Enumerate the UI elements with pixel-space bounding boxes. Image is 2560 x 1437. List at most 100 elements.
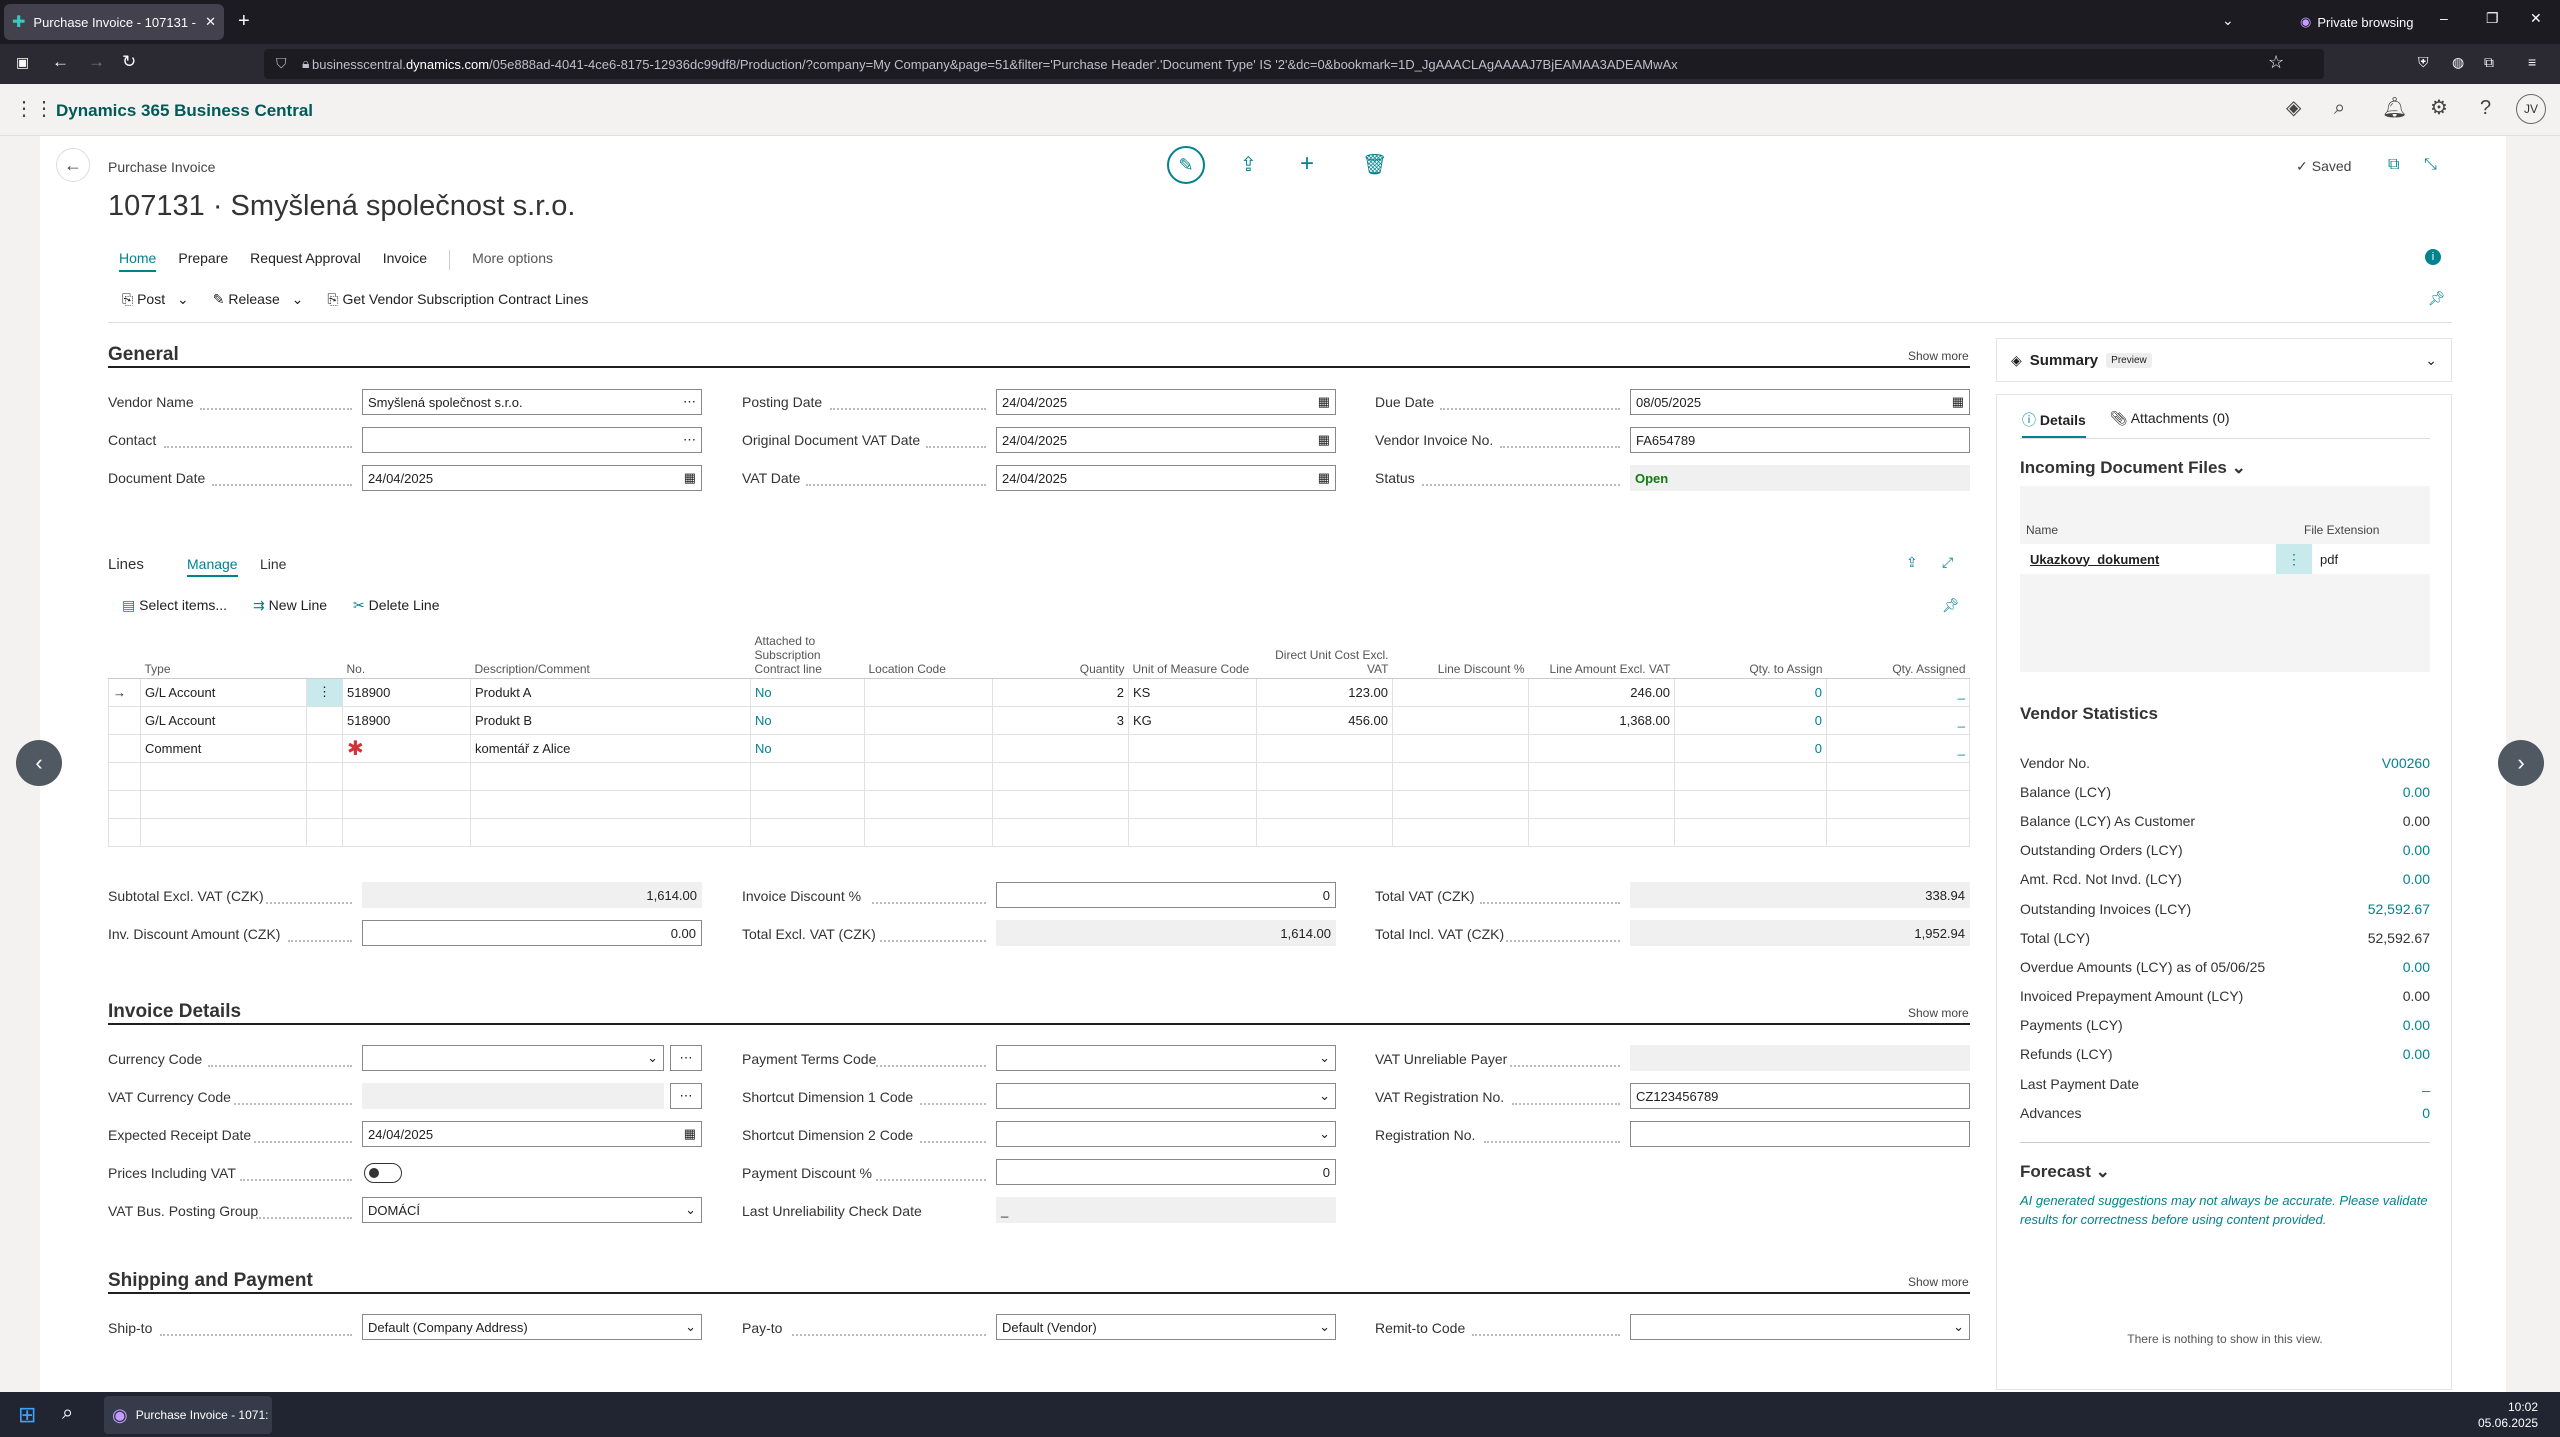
vat-date-field[interactable]: 24/04/2025 ▦ xyxy=(996,465,1336,491)
app-menu-icon[interactable]: ≡ xyxy=(2528,54,2537,70)
col-type[interactable]: Type xyxy=(140,630,307,679)
vat-bus-posting-group-select[interactable]: DOMÁCÍ ⌄ xyxy=(362,1197,702,1223)
col-quantity[interactable]: Quantity xyxy=(992,630,1129,679)
col-line-amount[interactable]: Line Amount Excl. VAT xyxy=(1528,630,1675,679)
cell-no[interactable]: 518900 xyxy=(342,677,471,707)
tab-attachments[interactable]: 📎︎ Attachments (0) xyxy=(2110,410,2230,438)
more-icon[interactable]: ⋯ xyxy=(683,432,696,447)
cell-qty-to-assign[interactable]: 0 xyxy=(1674,677,1827,707)
general-section-title[interactable]: General xyxy=(108,344,179,365)
cell-description[interactable]: komentář z Alice xyxy=(470,733,751,763)
add-icon[interactable]: + xyxy=(1300,150,1315,177)
pin-icon[interactable]: 📌︎ xyxy=(2428,290,2446,306)
row-menu-icon[interactable]: ⋮ xyxy=(2276,544,2312,574)
chevron-down-icon[interactable]: ⌄ xyxy=(177,291,189,307)
invoice-details-show-more[interactable]: Show more xyxy=(1908,1006,1969,1020)
col-attached[interactable]: Attached to Subscription Contract line xyxy=(750,630,865,679)
windows-start-icon[interactable]: ⊞ xyxy=(18,1402,37,1427)
calendar-icon[interactable]: ▦ xyxy=(1317,470,1330,485)
col-location[interactable]: Location Code xyxy=(864,630,993,679)
empty-row[interactable] xyxy=(108,789,1970,819)
cell-qty-to-assign[interactable]: 0 xyxy=(1674,705,1827,735)
cell-quantity[interactable]: 2 xyxy=(992,677,1129,707)
invoice-discount-pct-field[interactable]: 0 xyxy=(996,882,1336,908)
empty-row[interactable] xyxy=(108,817,1970,847)
release-button[interactable]: ✎ Release ⌄ xyxy=(213,291,304,308)
forecast-title[interactable]: Forecast ⌄ xyxy=(2020,1162,2110,1182)
account-icon[interactable]: ◍ xyxy=(2452,54,2465,70)
post-button[interactable]: ⎘ Post ⌄ xyxy=(122,291,189,308)
cell-qty-assigned[interactable]: _ xyxy=(1826,677,1970,707)
browser-tab[interactable]: ✚ Purchase Invoice - 107131 - Smy ✕ xyxy=(4,4,224,40)
cell-unit-cost[interactable]: 123.00 xyxy=(1256,677,1393,707)
shipping-section-title[interactable]: Shipping and Payment xyxy=(108,1270,313,1291)
lines-expand-icon[interactable]: ⤢ xyxy=(1942,554,1954,570)
stat-value[interactable]: 0.00 xyxy=(2402,842,2430,859)
cell-qty-to-assign[interactable]: 0 xyxy=(1674,733,1827,763)
delete-icon[interactable]: 🗑︎ xyxy=(1362,154,1388,176)
tab-home[interactable]: Home xyxy=(119,250,157,272)
new-line-button[interactable]: ⇉ New Line xyxy=(253,597,327,614)
gear-icon[interactable]: ⚙ xyxy=(2430,97,2448,119)
expected-receipt-date-field[interactable]: 24/04/2025 ▦ xyxy=(362,1121,702,1147)
bell-icon[interactable]: 🔔︎ xyxy=(2382,97,2408,119)
calendar-icon[interactable]: ▦ xyxy=(1317,432,1330,447)
share-icon[interactable]: ⇪ xyxy=(1240,154,1257,176)
stat-value[interactable]: V00260 xyxy=(2381,754,2430,771)
ship-to-select[interactable]: Default (Company Address) ⌄ xyxy=(362,1314,702,1340)
table-row[interactable]: Comment ✱ komentář z Alice No 0 _ xyxy=(108,733,1970,763)
tab-prepare[interactable]: Prepare xyxy=(178,250,229,266)
cell-uom[interactable]: KS xyxy=(1128,677,1257,707)
row-menu-icon[interactable]: ⋮ xyxy=(306,677,343,707)
due-date-field[interactable]: 08/05/2025 ▦ xyxy=(1630,389,1970,415)
cell-quantity[interactable] xyxy=(992,733,1129,763)
col-qty-to-assign[interactable]: Qty. to Assign xyxy=(1674,630,1827,679)
cell-attached[interactable]: No xyxy=(750,733,865,763)
clock-date[interactable]: 05.06.2025 xyxy=(2478,1416,2539,1430)
copilot-icon[interactable]: ◈ xyxy=(2286,97,2302,119)
vendor-invoice-no-field[interactable]: FA654789 xyxy=(1630,427,1970,453)
tab-details[interactable]: ⓘ Details xyxy=(2022,410,2086,438)
table-row[interactable]: G/L Account 518900 Produkt B No 3 KG 456… xyxy=(108,705,1970,735)
search-icon[interactable]: ⌕ xyxy=(62,1402,74,1424)
select-items-button[interactable]: ▤ Select items... xyxy=(122,597,227,614)
tab-request-approval[interactable]: Request Approval xyxy=(250,250,361,266)
taskbar-app-button[interactable]: ◉ Purchase Invoice - 1071: xyxy=(104,1396,272,1434)
vat-currency-lookup-button[interactable]: ⋯ xyxy=(670,1083,702,1109)
avatar[interactable]: JV xyxy=(2516,94,2546,124)
stat-value[interactable]: 0.00 xyxy=(2402,958,2430,975)
previous-record-button[interactable]: ‹ xyxy=(16,740,62,786)
col-description[interactable]: Description/Comment xyxy=(470,630,751,679)
lines-pin-icon[interactable]: 📌︎ xyxy=(1942,597,1960,613)
search-icon[interactable]: ⌕ xyxy=(2334,97,2346,119)
inv-discount-amount-field[interactable]: 0.00 xyxy=(362,920,702,946)
currency-code-select[interactable]: ⌄ xyxy=(362,1045,664,1071)
cell-description[interactable]: Produkt A xyxy=(470,677,751,707)
info-icon[interactable]: i xyxy=(2425,249,2441,265)
cell-type[interactable]: G/L Account xyxy=(140,705,307,735)
new-tab-icon[interactable]: + xyxy=(238,10,250,32)
invoice-details-title[interactable]: Invoice Details xyxy=(108,1001,242,1022)
col-qty-assigned[interactable]: Qty. Assigned xyxy=(1826,630,1970,679)
prices-incl-vat-toggle[interactable] xyxy=(364,1163,402,1183)
back-icon[interactable]: ← xyxy=(52,52,69,71)
tab-invoice[interactable]: Invoice xyxy=(382,250,428,266)
more-icon[interactable]: ⋯ xyxy=(683,394,696,409)
registration-no-field[interactable] xyxy=(1630,1121,1970,1147)
maximize-icon[interactable]: ❐ xyxy=(2486,10,2499,26)
currency-lookup-button[interactable]: ⋯ xyxy=(670,1045,702,1071)
incoming-docs-title[interactable]: Incoming Document Files ⌄ xyxy=(2020,458,2246,478)
calendar-icon[interactable]: ▦ xyxy=(1951,394,1964,409)
pay-to-select[interactable]: Default (Vendor) ⌄ xyxy=(996,1314,1336,1340)
cell-uom[interactable] xyxy=(1128,733,1257,763)
reload-icon[interactable]: ↻ xyxy=(122,52,137,71)
vendor-name-field[interactable]: Smyšlená společnost s.r.o. ⋯ xyxy=(362,389,702,415)
close-tab-icon[interactable]: ✕ xyxy=(205,14,216,29)
app-name[interactable]: Dynamics 365 Business Central xyxy=(56,101,314,120)
address-bar[interactable]: businesscentral. dynamics.com/05e888ad-40… xyxy=(264,49,2324,79)
stat-value[interactable]: 0.00 xyxy=(2402,783,2430,800)
posting-date-field[interactable]: 24/04/2025 ▦ xyxy=(996,389,1336,415)
cell-line-amount[interactable] xyxy=(1528,733,1675,763)
cell-location[interactable] xyxy=(864,677,993,707)
cell-attached[interactable]: No xyxy=(750,705,865,735)
